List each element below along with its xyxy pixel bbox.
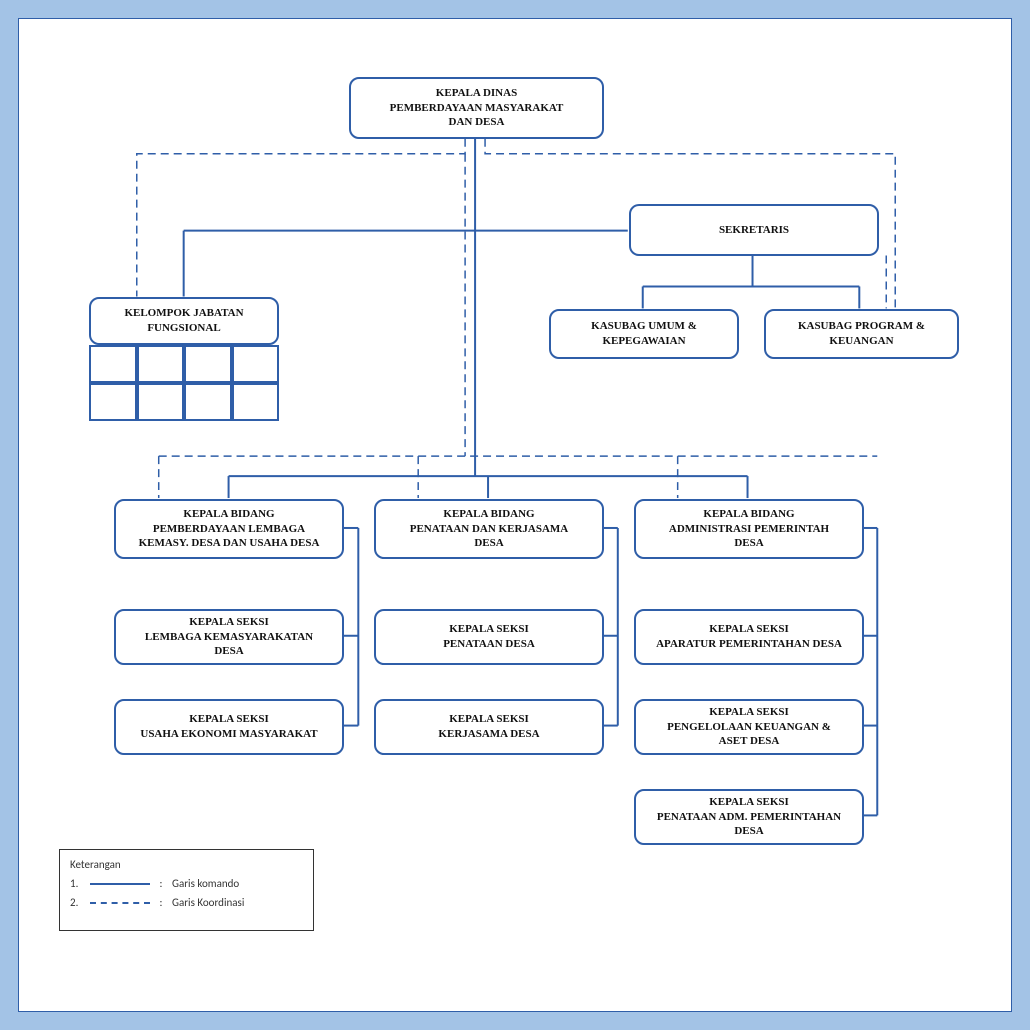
kjf-grid-cell xyxy=(137,383,185,421)
node-bidang2: KEPALA BIDANGPENATAAN DAN KERJASAMADESA xyxy=(374,499,604,559)
legend-box: Keterangan 1. : Garis komando 2. : Garis… xyxy=(59,849,314,931)
org-chart-page: KEPALA DINASPEMBERDAYAAN MASYARAKATDAN D… xyxy=(18,18,1012,1012)
legend-dashed-swatch xyxy=(90,902,150,904)
legend-dashed-label: Garis Koordinasi xyxy=(172,896,244,909)
node-b3s1: KEPALA SEKSIAPARATUR PEMERINTAHAN DESA xyxy=(634,609,864,665)
node-sekretaris: SEKRETARIS xyxy=(629,204,879,256)
legend-title: Keterangan xyxy=(70,858,303,871)
kjf-grid-cell xyxy=(89,383,137,421)
legend-row-1: 1. : Garis komando xyxy=(70,877,303,890)
node-b2s2: KEPALA SEKSIKERJASAMA DESA xyxy=(374,699,604,755)
node-b3s3: KEPALA SEKSIPENATAAN ADM. PEMERINTAHANDE… xyxy=(634,789,864,845)
legend-row-2: 2. : Garis Koordinasi xyxy=(70,896,303,909)
node-b1s1: KEPALA SEKSILEMBAGA KEMASYARAKATANDESA xyxy=(114,609,344,665)
node-bidang1: KEPALA BIDANGPEMBERDAYAAN LEMBAGAKEMASY.… xyxy=(114,499,344,559)
node-bidang3: KEPALA BIDANGADMINISTRASI PEMERINTAHDESA xyxy=(634,499,864,559)
node-head: KEPALA DINASPEMBERDAYAAN MASYARAKATDAN D… xyxy=(349,77,604,139)
kjf-grid-cell xyxy=(89,345,137,383)
node-b1s2: KEPALA SEKSIUSAHA EKONOMI MASYARAKAT xyxy=(114,699,344,755)
node-b2s1: KEPALA SEKSIPENATAAN DESA xyxy=(374,609,604,665)
kjf-grid-cell xyxy=(137,345,185,383)
kjf-grid-cell xyxy=(184,345,232,383)
kjf-grid-cell xyxy=(232,383,280,421)
legend-solid-label: Garis komando xyxy=(172,877,239,890)
kjf-grid-cell xyxy=(232,345,280,383)
node-b3s2: KEPALA SEKSIPENGELOLAAN KEUANGAN &ASET D… xyxy=(634,699,864,755)
node-kjf: KELOMPOK JABATANFUNGSIONAL xyxy=(89,297,279,345)
node-kasubag1: KASUBAG UMUM &KEPEGAWAIAN xyxy=(549,309,739,359)
kjf-grid-cell xyxy=(184,383,232,421)
legend-solid-swatch xyxy=(90,883,150,885)
node-kasubag2: KASUBAG PROGRAM &KEUANGAN xyxy=(764,309,959,359)
